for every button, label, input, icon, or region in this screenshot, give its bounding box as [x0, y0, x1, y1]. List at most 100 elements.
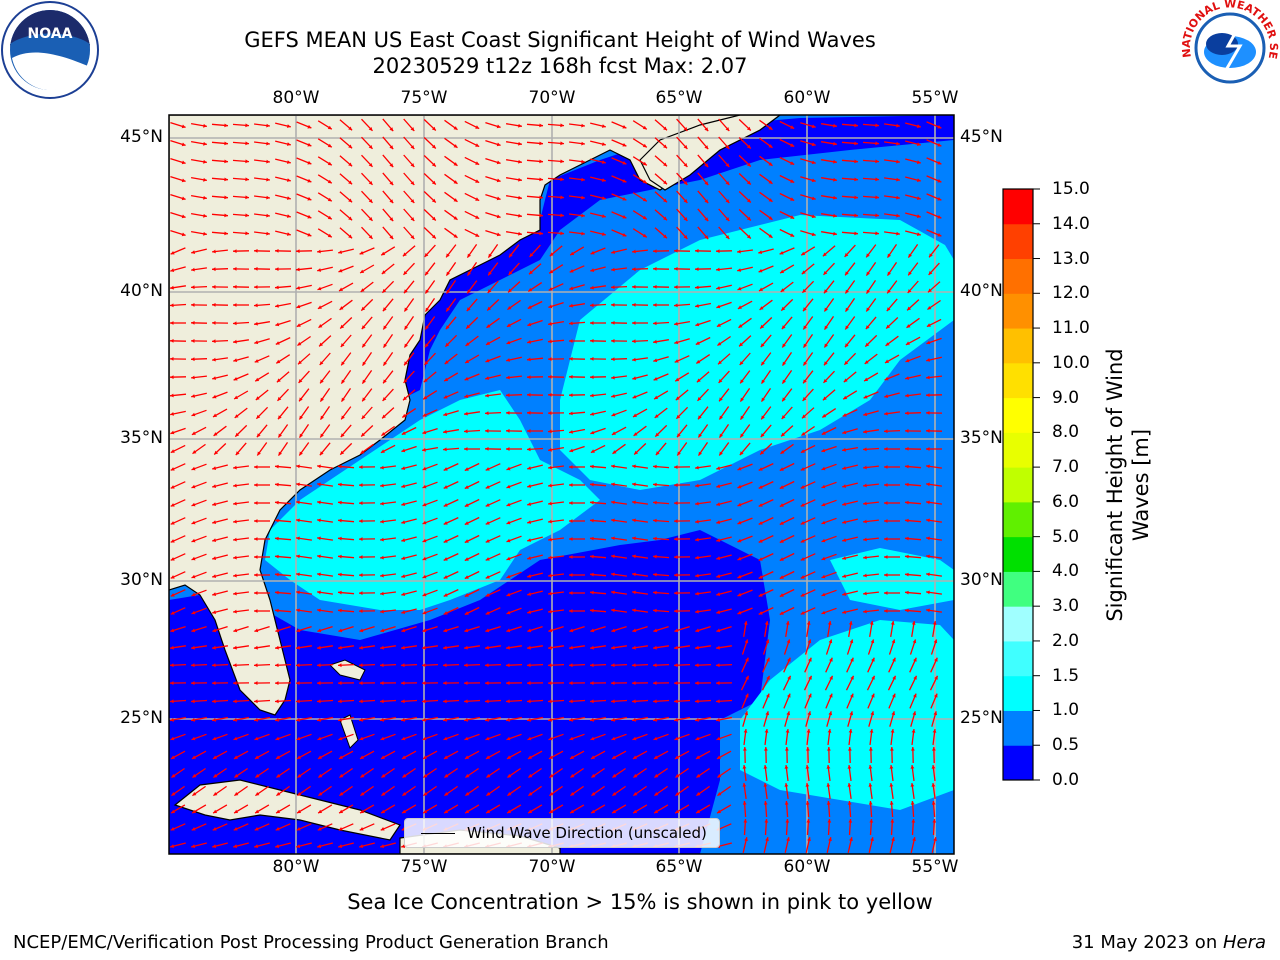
- wave-arrow-head: [590, 628, 595, 633]
- wave-arrow-head: [527, 305, 532, 309]
- wave-arrow-head: [506, 610, 511, 615]
- wave-arrow-head: [611, 339, 615, 343]
- wave-arrow-head: [850, 657, 854, 662]
- wave-arrow-head: [913, 675, 917, 680]
- wave-arrow-head: [527, 663, 531, 668]
- wave-arrow-head: [569, 501, 573, 505]
- wave-arrow-head: [254, 663, 258, 668]
- wave-arrow-head: [911, 819, 916, 823]
- wave-arrow-head: [508, 288, 512, 293]
- wave-arrow-head: [716, 556, 721, 560]
- wave-arrow-head: [318, 324, 323, 328]
- wave-arrow-head: [779, 539, 784, 543]
- wave-arrow-head: [389, 127, 394, 132]
- wave-arrow-head: [402, 252, 407, 257]
- wave-arrow-head: [863, 447, 867, 452]
- wave-arrow-head: [527, 393, 531, 397]
- wave-arrow-head: [422, 466, 427, 471]
- wave-arrow-head: [737, 286, 742, 291]
- wave-arrow-head: [803, 379, 807, 384]
- wave-arrow-head: [485, 447, 489, 451]
- wave-arrow-head: [307, 142, 312, 147]
- wave-arrow-head: [790, 125, 795, 129]
- wave-arrow-head: [716, 249, 720, 253]
- wave-arrow-head: [191, 321, 195, 325]
- wave-arrow-head: [622, 161, 627, 165]
- wave-arrow-head: [622, 179, 627, 183]
- wave-arrow-head: [569, 663, 573, 668]
- wave-arrow-head: [235, 432, 240, 437]
- wave-arrow-head: [171, 792, 176, 796]
- wave-arrow-head: [806, 747, 810, 751]
- wave-arrow-head: [296, 572, 300, 577]
- wave-arrow-head: [653, 536, 657, 541]
- wave-arrow-head: [811, 196, 816, 201]
- wave-arrow-head: [338, 590, 342, 595]
- wave-arrow-head: [884, 591, 888, 595]
- wave-arrow-head: [896, 123, 900, 128]
- wave-arrow-head: [234, 792, 239, 796]
- wave-arrow-head: [443, 628, 448, 633]
- wave-arrow-head: [506, 663, 510, 668]
- wave-arrow-head: [569, 411, 573, 416]
- wave-arrow-head: [611, 663, 615, 668]
- map-legend: Wind Wave Direction (unscaled): [404, 818, 720, 848]
- wave-arrow-head: [863, 483, 867, 488]
- wave-arrow-head: [746, 162, 751, 167]
- wave-arrow-head: [912, 837, 916, 841]
- wave-arrow-head: [338, 464, 342, 469]
- wave-arrow-head: [632, 339, 636, 344]
- wave-arrow-head: [506, 520, 511, 525]
- wave-arrow-head: [506, 411, 510, 415]
- wave-arrow-head: [422, 645, 426, 650]
- wave-arrow-head: [527, 681, 531, 685]
- wave-arrow-head: [317, 536, 321, 541]
- wave-arrow-head: [737, 520, 742, 525]
- wave-arrow-head: [674, 573, 678, 577]
- wave-arrow-head: [717, 773, 722, 778]
- wave-arrow-head: [695, 736, 700, 741]
- wave-arrow-head: [233, 537, 237, 542]
- wave-arrow-head: [725, 235, 730, 239]
- wave-arrow-head: [725, 163, 730, 167]
- wave-arrow-head: [170, 628, 175, 633]
- wave-arrow-head: [475, 161, 480, 165]
- wave-arrow-head: [299, 397, 303, 402]
- wave-arrow-head: [548, 519, 552, 524]
- wave-arrow-head: [654, 395, 659, 400]
- wave-arrow-head: [381, 773, 386, 778]
- wave-arrow-head: [341, 361, 345, 366]
- wave-arrow-head: [191, 250, 196, 254]
- wave-arrow-head: [518, 123, 522, 128]
- wave-arrow-head: [743, 621, 748, 625]
- wave-arrow-head: [443, 521, 448, 525]
- wave-arrow-head: [254, 519, 258, 523]
- wave-arrow-head: [485, 521, 490, 525]
- wave-arrow-head: [779, 485, 784, 489]
- wave-arrow-head: [632, 718, 636, 722]
- colorbar-tick-label: 7.0: [1052, 457, 1080, 478]
- wave-arrow-head: [622, 197, 627, 201]
- wave-arrow-head: [845, 289, 849, 294]
- wave-arrow-head: [475, 215, 480, 219]
- wave-arrow-head: [913, 693, 917, 698]
- land-bahamas-1: [339, 714, 359, 749]
- wave-arrow-head: [932, 819, 937, 823]
- wave-arrow-head: [464, 394, 469, 398]
- wave-arrow-head: [569, 269, 574, 273]
- wave-arrow-head: [465, 773, 470, 778]
- wave-arrow-head: [307, 196, 312, 201]
- wave-arrow-head: [381, 270, 386, 274]
- wave-arrow-head: [716, 304, 721, 309]
- wave-arrow-head: [549, 755, 553, 759]
- wave-arrow-head: [740, 433, 744, 438]
- colorbar-tick-label: 3.0: [1052, 596, 1080, 617]
- wave-arrow-head: [234, 809, 239, 814]
- wave-arrow-head: [389, 217, 394, 222]
- wave-arrow-head: [383, 325, 387, 330]
- wave-arrow-head: [833, 213, 837, 218]
- wave-arrow-head: [485, 718, 489, 722]
- wave-arrow-head: [170, 521, 175, 525]
- wave-arrow-head: [485, 485, 490, 489]
